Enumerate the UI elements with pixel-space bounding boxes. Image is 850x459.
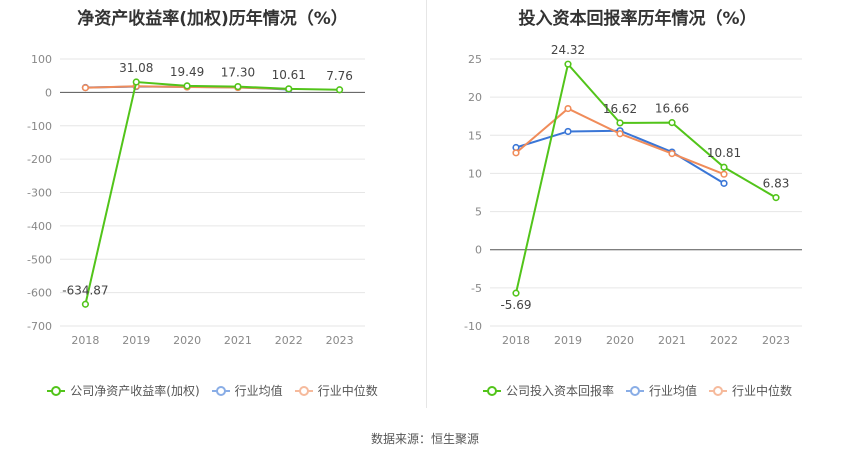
x-tick-label: 2018 xyxy=(71,334,99,347)
y-tick-label: -500 xyxy=(27,253,52,266)
roic-series-point-2 xyxy=(564,104,572,113)
x-tick-label: 2023 xyxy=(762,334,790,347)
roe-chart-title: 净资产收益率(加权)历年情况（%） xyxy=(77,9,348,29)
roic-data-label: 16.62 xyxy=(603,102,637,116)
y-tick-label: -10 xyxy=(464,320,482,333)
roic-series-point-1 xyxy=(564,127,572,136)
y-tick-label: -200 xyxy=(27,153,52,166)
x-tick-label: 2019 xyxy=(122,334,150,347)
roic-series-point-2 xyxy=(668,149,676,158)
x-tick-label: 2022 xyxy=(275,334,303,347)
roic-data-label: 10.81 xyxy=(707,146,741,160)
roic-series-point-0 xyxy=(512,289,520,297)
y-tick-label: -5 xyxy=(471,282,482,295)
legend-label: 公司净资产收益率(加权) xyxy=(70,384,200,398)
roe-data-label: 17.30 xyxy=(221,66,255,80)
legend-marker-icon xyxy=(211,385,230,396)
y-tick-label: -300 xyxy=(27,187,52,200)
roic-data-label: -5.69 xyxy=(500,298,531,312)
roic-series-point-0 xyxy=(668,119,676,127)
y-tick-label: 5 xyxy=(475,206,482,219)
x-tick-label: 2023 xyxy=(326,334,354,347)
roic-chart-plot: 25 20 15 10 5 0 -5 -10 2018 2019 2020 2021 2022 2023 -… xyxy=(464,43,802,347)
legend-marker-icon xyxy=(709,385,727,396)
y-tick-label: -400 xyxy=(27,220,52,233)
x-tick-label: 2020 xyxy=(606,334,634,347)
y-tick-label: 15 xyxy=(468,129,482,142)
x-tick-label: 2019 xyxy=(554,334,582,347)
legend-item[interactable]: 公司投入资本回报率 xyxy=(482,382,614,399)
roic-series-point-2 xyxy=(720,170,728,178)
roe-data-label: 19.49 xyxy=(170,65,204,79)
y-tick-label: -700 xyxy=(27,320,52,333)
roic-data-label: 6.83 xyxy=(763,177,790,191)
legend-label: 行业中位数 xyxy=(317,384,378,398)
y-tick-label: 20 xyxy=(468,91,482,104)
roic-series-point-0 xyxy=(564,60,572,68)
roe-series-point-0 xyxy=(285,85,293,93)
panel-divider xyxy=(426,0,427,408)
roe-series-line-0 xyxy=(84,80,340,305)
roic-chart-panel: 投入资本回报率历年情况（%） 25 20 15 10 5 0 -5 -10 2018 2019 20… xyxy=(425,0,850,410)
y-tick-label: -600 xyxy=(27,287,52,300)
x-tick-label: 2022 xyxy=(710,334,738,347)
x-tick-label: 2020 xyxy=(173,334,201,347)
legend-marker-icon xyxy=(625,385,644,396)
x-tick-label: 2021 xyxy=(658,334,686,347)
roe-chart-plot: 100 0 -100 -200 -300 -400 -500 -600 -700 2018 2019… xyxy=(27,53,365,347)
legend-item[interactable]: 公司净资产收益率(加权) xyxy=(47,382,200,399)
legend-label: 行业中位数 xyxy=(732,384,793,398)
legend-marker-icon xyxy=(47,385,66,396)
roe-series-point-0 xyxy=(183,82,191,90)
roe-data-label: 31.08 xyxy=(119,61,153,75)
roe-data-label: -634.87 xyxy=(62,283,108,297)
roic-series-point-1 xyxy=(720,179,728,187)
x-tick-label: 2018 xyxy=(502,334,530,347)
roe-series-point-0 xyxy=(81,300,90,308)
roic-data-label: 24.32 xyxy=(551,43,585,57)
legend-label: 行业均值 xyxy=(234,384,283,398)
roic-series-point-2 xyxy=(512,149,520,157)
y-tick-label: 25 xyxy=(468,53,482,66)
data-source-note: 数据来源：恒生聚源 xyxy=(370,432,479,446)
y-tick-label: 0 xyxy=(45,86,52,99)
roic-chart-title: 投入资本回报率历年情况（%） xyxy=(518,9,757,29)
y-tick-label: 0 xyxy=(475,244,482,257)
roic-data-label: 16.66 xyxy=(655,102,689,116)
roe-data-label: 7.76 xyxy=(326,69,353,83)
y-tick-label: -100 xyxy=(27,120,52,133)
roic-series-point-0 xyxy=(616,119,624,127)
legend-item[interactable]: 行业均值 xyxy=(625,382,697,399)
roic-series-point-2 xyxy=(616,130,624,138)
roe-chart-legend: 公司净资产收益率(加权) 行业均值 行业中位数 xyxy=(0,382,425,399)
roic-chart-legend: 公司投入资本回报率 行业均值 行业中位数 xyxy=(425,382,850,399)
x-tick-label: 2021 xyxy=(224,334,252,347)
legend-item[interactable]: 行业均值 xyxy=(211,382,283,399)
legend-label: 公司投入资本回报率 xyxy=(505,384,614,398)
roic-series-point-0 xyxy=(772,194,780,202)
roe-series-point-2 xyxy=(81,84,90,92)
legend-marker-icon xyxy=(482,385,501,396)
legend-label: 行业均值 xyxy=(648,384,697,398)
roic-series-line-0 xyxy=(515,62,777,294)
y-tick-label: 100 xyxy=(31,53,52,66)
legend-item[interactable]: 行业中位数 xyxy=(294,382,378,399)
legend-marker-icon xyxy=(294,385,313,396)
roe-chart-panel: 净资产收益率(加权)历年情况（%） 100 0 -100 -200 -300 -400 -5… xyxy=(0,0,425,410)
legend-item[interactable]: 行业中位数 xyxy=(709,382,792,399)
roe-series-point-0 xyxy=(335,86,344,94)
roe-series-point-0 xyxy=(132,78,140,86)
roe-data-label: 10.61 xyxy=(272,68,306,82)
roic-series-point-0 xyxy=(720,163,728,171)
roe-series-point-0 xyxy=(234,83,242,91)
y-tick-label: 10 xyxy=(468,167,482,180)
